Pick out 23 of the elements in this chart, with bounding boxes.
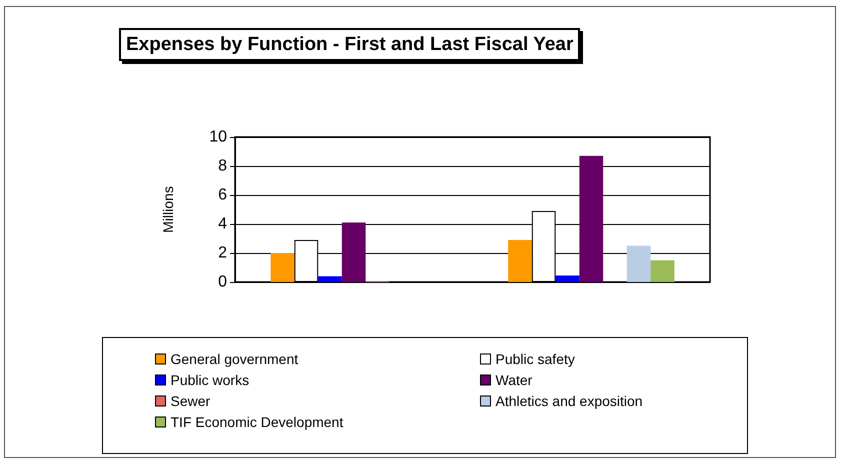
y-tick-label: 0 [218,274,228,290]
legend-label: TIF Economic Development [170,414,344,430]
bar [342,222,366,282]
bar [508,240,532,282]
legend-label: Water [496,372,533,388]
y-tick-label: 10 [209,128,228,146]
bar [650,260,674,282]
bar [270,253,294,282]
bar [556,275,580,282]
legend-label: Public safety [496,351,575,367]
chart-title: Expenses by Function - First and Last Fiscal Year [126,34,574,55]
bar [318,276,342,282]
y-tick-label: 6 [218,186,228,204]
legend-label: General government [170,351,298,367]
legend-label: Public works [170,372,250,388]
bar [626,246,651,282]
legend-label: Sewer [170,393,211,409]
y-tick-label: 4 [218,216,228,232]
bar [579,156,604,282]
y-tick-label: 8 [218,158,228,174]
y-axis-title: Millions [160,186,176,233]
legend-label: Athletics and exposition [496,393,643,409]
y-tick-label: 2 [218,244,228,262]
